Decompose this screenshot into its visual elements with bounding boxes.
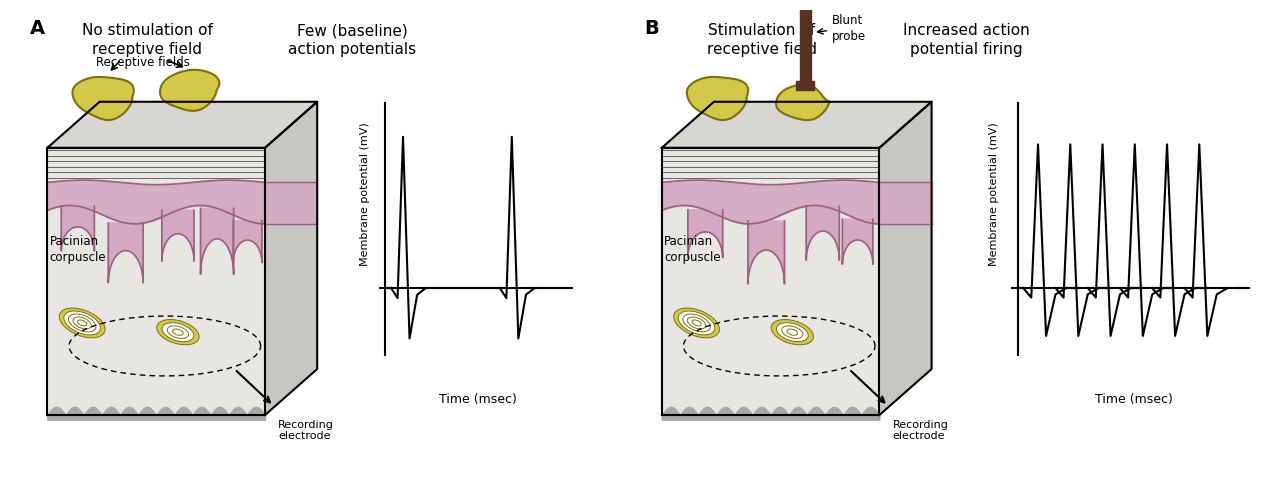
Text: Recording
electrode: Recording electrode [892, 420, 948, 441]
Text: Pacinian
corpuscle: Pacinian corpuscle [50, 235, 106, 264]
Polygon shape [61, 206, 95, 251]
Polygon shape [160, 70, 219, 111]
Text: Pacinian
corpuscle: Pacinian corpuscle [664, 235, 721, 264]
Polygon shape [265, 102, 317, 415]
Text: No stimulation of
receptive field: No stimulation of receptive field [82, 24, 212, 57]
Ellipse shape [156, 320, 200, 345]
Ellipse shape [692, 320, 701, 326]
Polygon shape [687, 77, 748, 120]
Polygon shape [109, 223, 143, 283]
Ellipse shape [782, 326, 803, 338]
Text: Time (msec): Time (msec) [439, 393, 517, 406]
Polygon shape [776, 85, 829, 120]
Polygon shape [806, 206, 840, 260]
Polygon shape [796, 81, 814, 90]
Text: Time (msec): Time (msec) [1094, 393, 1172, 406]
Text: Recording
electrode: Recording electrode [278, 420, 334, 441]
Polygon shape [662, 148, 879, 415]
Ellipse shape [73, 317, 91, 329]
Text: Blunt
probe: Blunt probe [832, 13, 865, 43]
Ellipse shape [777, 323, 808, 342]
Ellipse shape [771, 320, 814, 345]
Polygon shape [233, 221, 262, 263]
Text: Membrane potential (mV): Membrane potential (mV) [360, 122, 370, 266]
Polygon shape [161, 210, 195, 261]
Polygon shape [47, 102, 317, 148]
Polygon shape [265, 182, 317, 224]
Text: Membrane potential (mV): Membrane potential (mV) [988, 122, 998, 266]
Ellipse shape [673, 308, 719, 338]
Polygon shape [201, 208, 234, 274]
Text: B: B [644, 19, 659, 38]
Polygon shape [879, 102, 932, 415]
Text: A: A [29, 19, 45, 38]
Ellipse shape [173, 329, 183, 336]
Polygon shape [748, 221, 785, 284]
Ellipse shape [78, 320, 87, 326]
Polygon shape [47, 148, 265, 415]
Polygon shape [687, 210, 723, 258]
Ellipse shape [163, 323, 193, 342]
Polygon shape [662, 102, 932, 148]
Ellipse shape [678, 311, 714, 335]
Polygon shape [800, 0, 812, 84]
Polygon shape [879, 182, 932, 224]
Text: Increased action
potential firing: Increased action potential firing [902, 24, 1030, 57]
Ellipse shape [68, 314, 96, 332]
Polygon shape [73, 77, 133, 120]
Text: Stimulation of
receptive field: Stimulation of receptive field [707, 24, 817, 57]
Text: Few (baseline)
action potentials: Few (baseline) action potentials [288, 24, 416, 57]
Ellipse shape [59, 308, 105, 338]
Ellipse shape [64, 311, 100, 335]
Text: Receptive fields: Receptive fields [96, 56, 189, 69]
Polygon shape [842, 219, 873, 264]
Ellipse shape [168, 326, 188, 338]
Ellipse shape [687, 317, 705, 329]
Ellipse shape [787, 329, 797, 336]
Ellipse shape [682, 314, 710, 332]
